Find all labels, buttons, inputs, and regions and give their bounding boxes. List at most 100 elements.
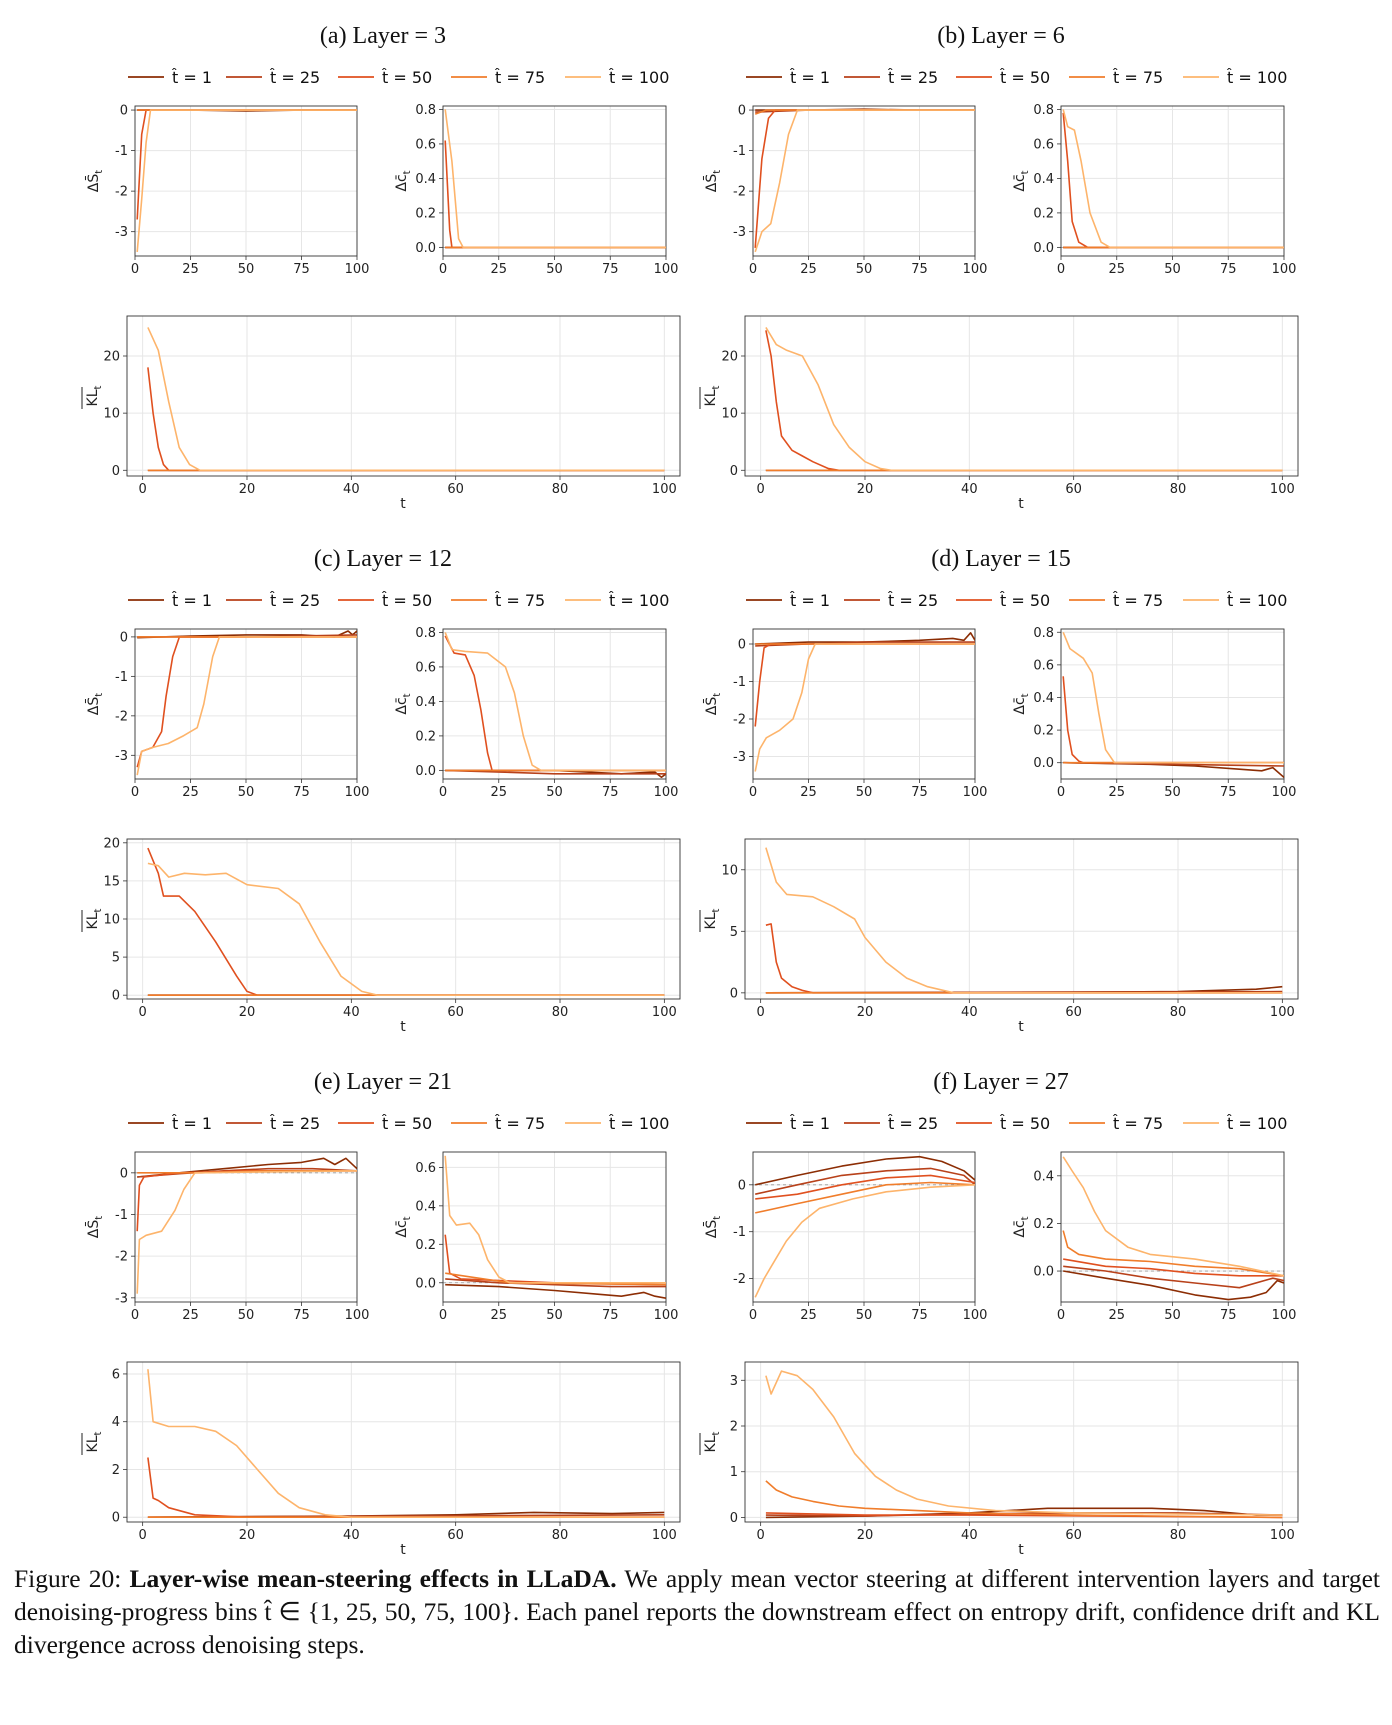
legend-label-2: t̂ = 25 [269, 1114, 320, 1133]
kl-ytick-label: 15 [103, 874, 120, 889]
legend-label-4: t̂ = 75 [1112, 591, 1163, 610]
svg-text:ΔS̄t: ΔS̄t [84, 693, 105, 715]
confidence-ytick-label: 0.4 [415, 172, 436, 187]
kl-xlabel: t [1018, 496, 1024, 512]
confidence-ytick-label: 0.2 [415, 1238, 436, 1253]
entropy-xtick-label: 50 [238, 262, 255, 277]
kl-xtick-label: 20 [239, 1005, 256, 1020]
svg-text:Δc̄t: Δc̄t [1012, 693, 1031, 714]
entropy-xtick-label: 100 [345, 785, 370, 800]
confidence-ytick-label: 0.0 [415, 764, 436, 779]
kl-series-line-5 [765, 1370, 1283, 1516]
kl-xtick-label: 20 [857, 482, 874, 497]
kl-axes-frame [744, 1361, 1299, 1523]
legend-label-3: t̂ = 50 [999, 591, 1050, 610]
confidence-ytick-label: 0.6 [1033, 658, 1054, 673]
caption-bold: Layer-wise mean-steering effects in LLaD… [129, 1564, 617, 1593]
kl-xtick-label: 100 [652, 482, 677, 497]
kl-series-line-5 [147, 1369, 665, 1518]
confidence-xtick-label: 50 [1164, 1308, 1181, 1323]
kl-ytick-label: 0 [112, 464, 120, 479]
confidence-ylabel: Δc̄t [1012, 170, 1031, 191]
entropy-xtick-label: 25 [182, 1308, 199, 1323]
kl-series-line-3 [147, 847, 665, 996]
confidence-series-line-3 [444, 140, 666, 249]
kl-ylabel: KLt [81, 385, 104, 409]
entropy-series-line-3 [136, 1170, 357, 1232]
kl-series-line-3 [147, 1457, 665, 1518]
legend-label-5: t̂ = 100 [608, 591, 669, 610]
kl-xtick-label: 100 [1270, 1005, 1295, 1020]
svg-text:ΔS̄t: ΔS̄t [702, 693, 723, 715]
entropy-xtick-label: 0 [131, 262, 139, 277]
entropy-ytick-label: -2 [733, 1272, 746, 1287]
entropy-series-line-5 [136, 109, 357, 252]
kl-series-line-5 [765, 326, 1283, 472]
kl-xtick-label: 80 [1170, 482, 1187, 497]
entropy-ytick-label: -2 [733, 185, 746, 200]
confidence-xtick-label: 50 [1164, 785, 1181, 800]
confidence-series-line-5 [444, 1155, 666, 1284]
entropy-xtick-label: 25 [800, 1308, 817, 1323]
kl-ytick-label: 3 [730, 1374, 738, 1389]
entropy-xtick-label: 100 [963, 1308, 988, 1323]
kl-ytick-label: 5 [112, 951, 120, 966]
confidence-ytick-label: 0.8 [415, 103, 436, 118]
entropy-ytick-label: -3 [733, 750, 746, 765]
svg-text:ΔS̄t: ΔS̄t [84, 170, 105, 192]
kl-ytick-label: 0 [112, 1511, 120, 1526]
entropy-ylabel: ΔS̄t [84, 170, 105, 192]
panel-3: (c) Layer = 12 t̂ = 1 t̂ = 25 t̂ = 50 t̂ = 7… [81, 546, 681, 1035]
legend-label-2: t̂ = 25 [269, 68, 320, 87]
confidence-series-line-3 [1063, 1258, 1284, 1277]
kl-series-line-5 [147, 327, 665, 472]
kl-xtick-label: 60 [1065, 482, 1082, 497]
confidence-series-line-5 [444, 109, 666, 249]
legend-label-1: t̂ = 1 [789, 68, 830, 87]
confidence-xtick-label: 100 [654, 262, 679, 277]
svg-text:KLt: KLt [85, 385, 104, 406]
confidence-ylabel: Δc̄t [394, 1216, 413, 1237]
kl-xlabel: t [400, 496, 406, 512]
confidence-ylabel: Δc̄t [394, 170, 413, 191]
kl-ytick-label: 10 [103, 407, 120, 422]
confidence-ytick-label: 0.6 [415, 1161, 436, 1176]
entropy-ytick-label: 0 [120, 630, 128, 645]
svg-text:Δc̄t: Δc̄t [394, 170, 413, 191]
confidence-ytick-label: 0.2 [1033, 206, 1054, 221]
entropy-ylabel: ΔS̄t [84, 1216, 105, 1238]
kl-ytick-label: 2 [112, 1463, 120, 1478]
kl-xtick-label: 0 [139, 1005, 147, 1020]
kl-ytick-label: 10 [721, 407, 738, 422]
kl-ytick-label: 2 [730, 1420, 738, 1435]
confidence-ytick-label: 0.4 [415, 1199, 436, 1214]
legend-label-1: t̂ = 1 [789, 1114, 830, 1133]
kl-xtick-label: 60 [447, 1528, 464, 1543]
kl-ylabel: KLt [81, 1431, 104, 1455]
kl-xtick-label: 20 [857, 1528, 874, 1543]
legend-label-3: t̂ = 50 [999, 68, 1050, 87]
confidence-ytick-label: 0.8 [1033, 103, 1054, 118]
kl-series-line-5 [765, 847, 1283, 994]
confidence-series-line-5 [1062, 631, 1284, 764]
entropy-xtick-label: 50 [856, 785, 873, 800]
confidence-ytick-label: 0.0 [415, 241, 436, 256]
legend-label-3: t̂ = 50 [381, 591, 432, 610]
confidence-series-line-2 [445, 769, 666, 775]
panel-5: (e) Layer = 21 t̂ = 1 t̂ = 25 t̂ = 50 t̂ = 7… [81, 1069, 681, 1555]
confidence-ytick-label: 0.0 [1033, 241, 1054, 256]
confidence-xtick-label: 0 [1057, 785, 1065, 800]
legend-label-5: t̂ = 100 [608, 68, 669, 87]
kl-xlabel: t [1018, 1019, 1024, 1035]
entropy-series-line-5 [136, 636, 357, 776]
kl-axes-frame [126, 315, 681, 477]
kl-xtick-label: 60 [447, 482, 464, 497]
entropy-ytick-label: -3 [115, 225, 128, 240]
kl-xtick-label: 100 [652, 1528, 677, 1543]
kl-xtick-label: 40 [343, 1005, 360, 1020]
entropy-xtick-label: 25 [182, 262, 199, 277]
confidence-ytick-label: 0.4 [1033, 1169, 1054, 1184]
kl-xtick-label: 40 [961, 1528, 978, 1543]
confidence-series-line-1 [445, 1283, 666, 1299]
kl-ylabel: KLt [81, 908, 104, 932]
